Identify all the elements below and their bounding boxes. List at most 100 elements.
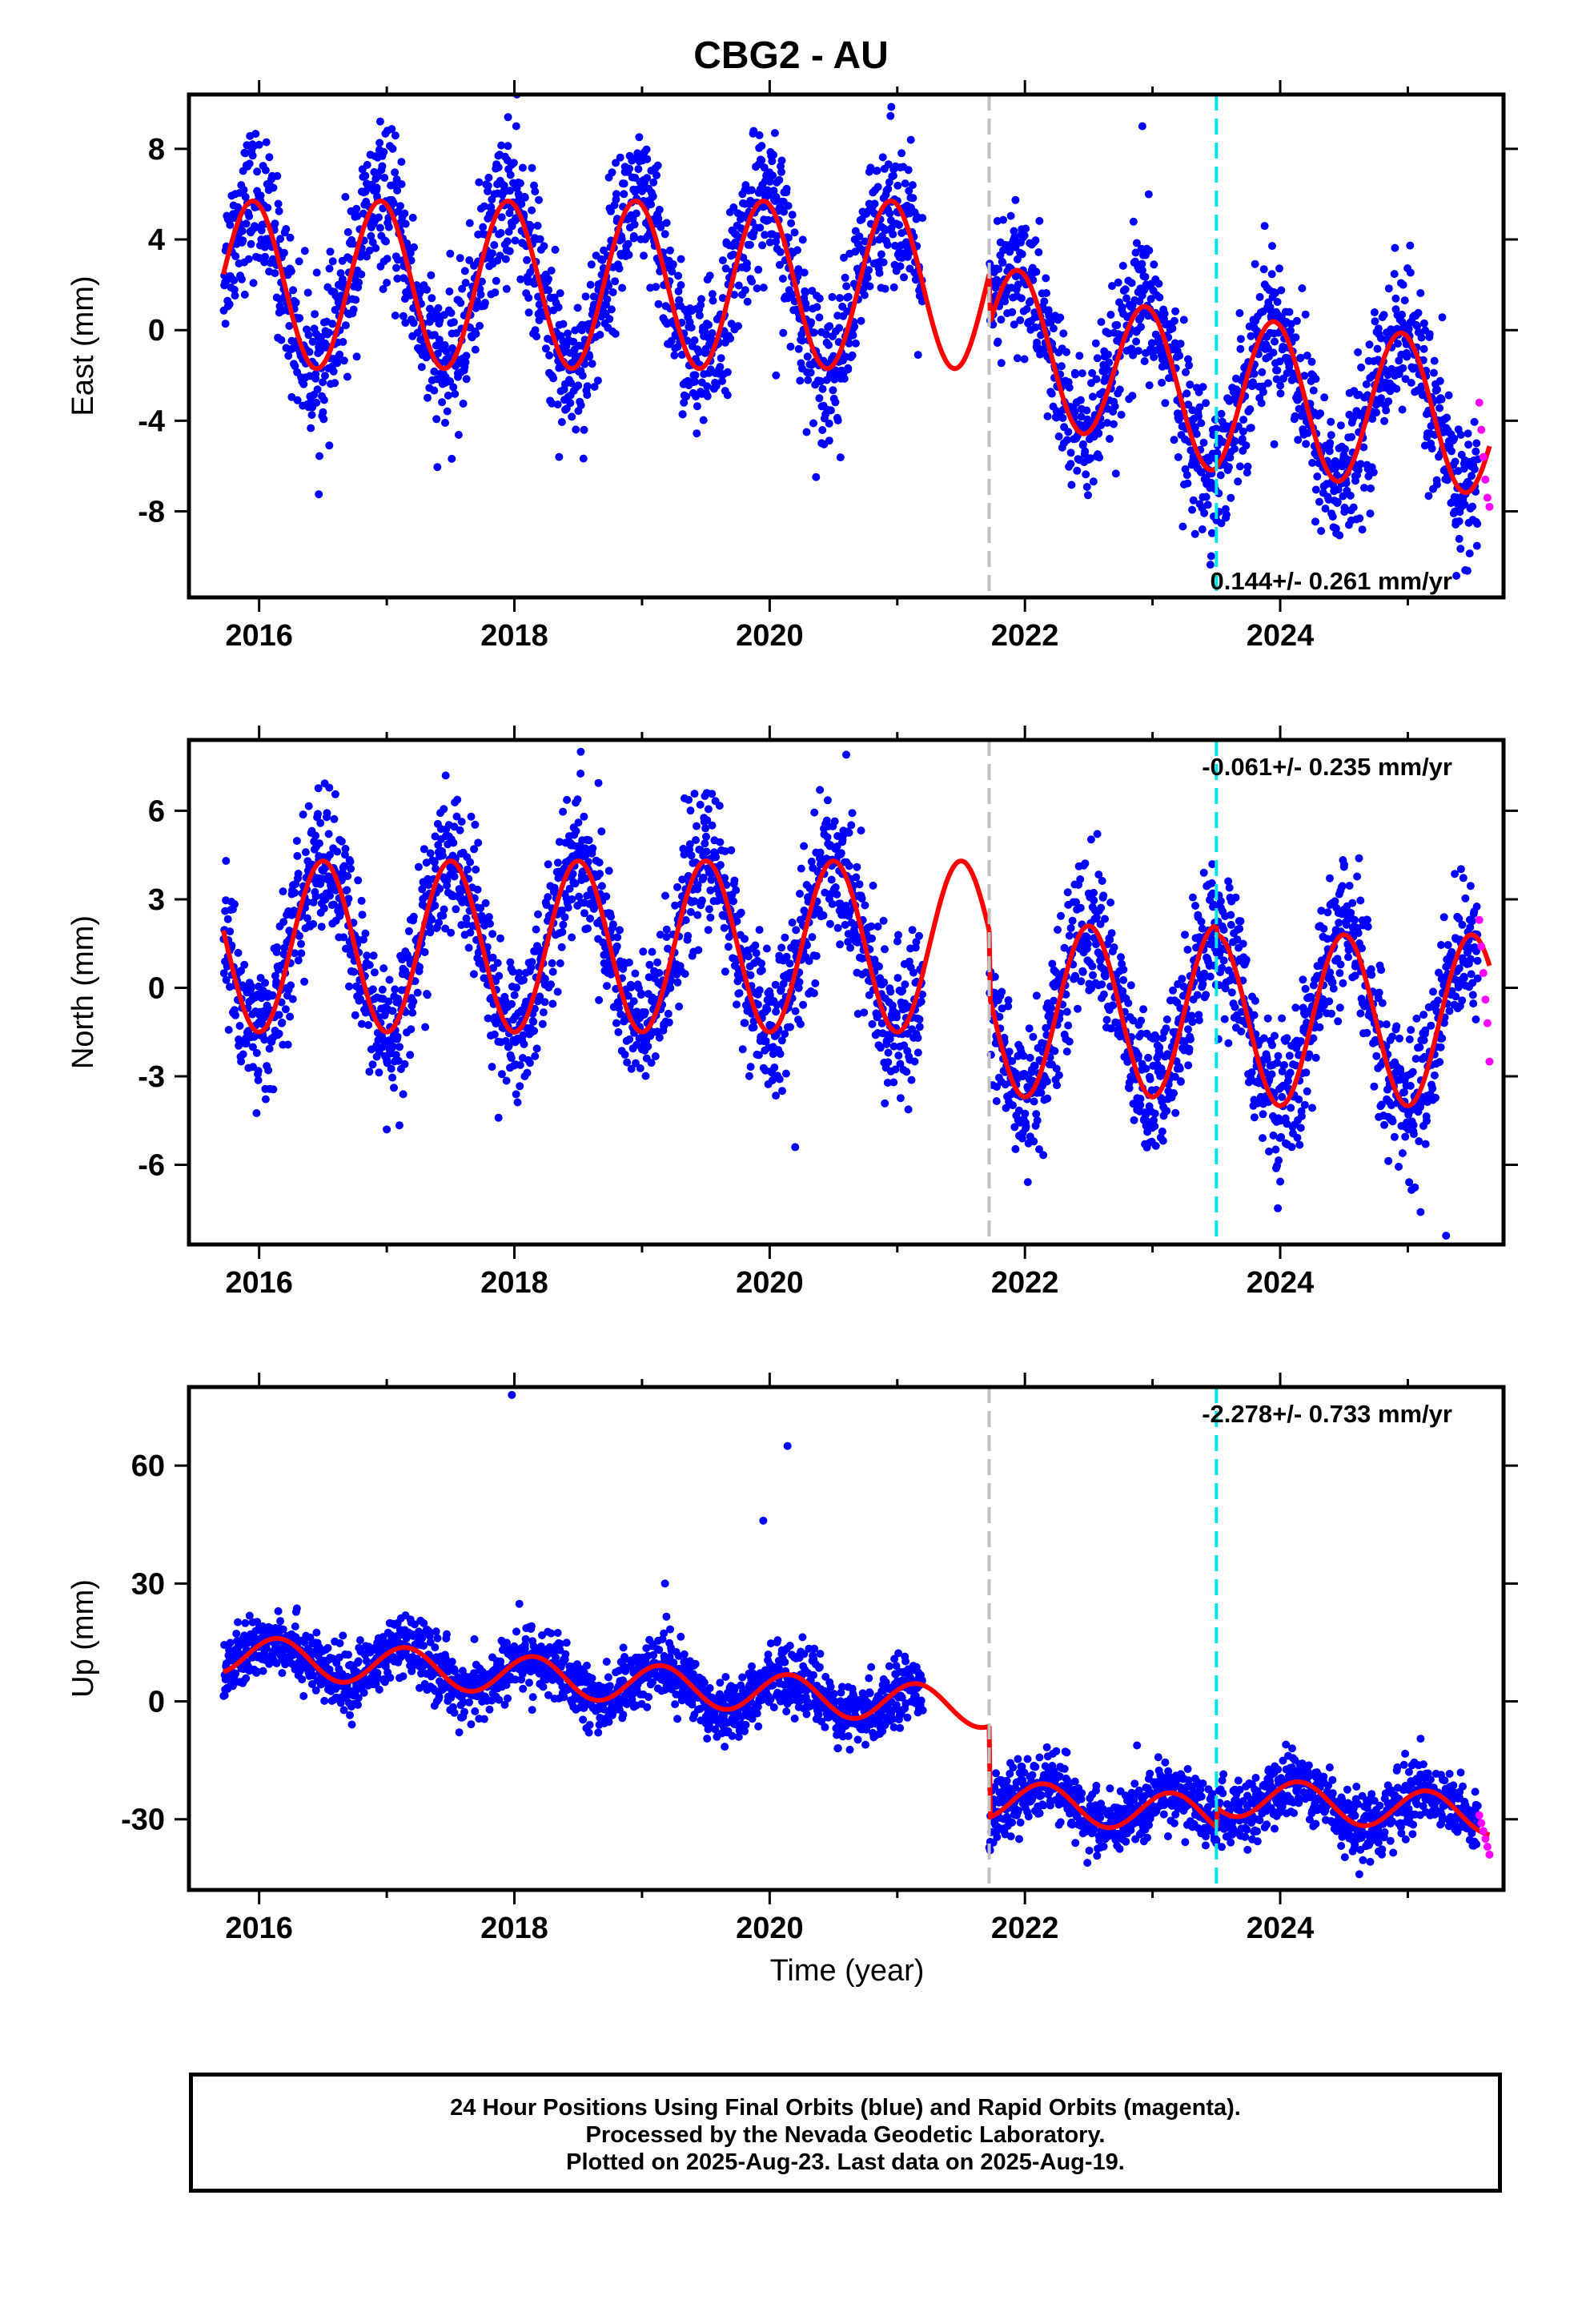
data-point — [1403, 352, 1411, 361]
data-point — [584, 836, 593, 845]
data-point — [248, 151, 257, 160]
data-point — [535, 316, 544, 324]
data-point — [1072, 898, 1080, 907]
data-point — [440, 905, 448, 914]
data-point — [541, 344, 550, 353]
data-point — [1106, 899, 1115, 907]
data-point — [343, 872, 352, 880]
data-point — [375, 1068, 383, 1077]
data-point — [825, 419, 833, 428]
data-point — [444, 724, 452, 732]
data-point — [291, 298, 300, 307]
data-point — [1365, 340, 1374, 349]
data-point — [597, 827, 606, 836]
data-point — [748, 277, 757, 286]
data-point — [1404, 324, 1413, 333]
data-point — [835, 324, 844, 332]
data-point — [1079, 440, 1087, 448]
data-point — [367, 231, 375, 240]
y-tick-label: 8 — [148, 133, 165, 167]
data-point — [548, 959, 556, 967]
data-point — [242, 219, 251, 228]
data-point — [878, 153, 887, 162]
data-point — [1118, 261, 1127, 270]
data-point — [788, 919, 797, 927]
data-point — [777, 1036, 786, 1045]
data-point — [516, 1061, 524, 1069]
data-point — [291, 888, 299, 897]
data-point — [531, 1051, 540, 1060]
data-point — [391, 131, 400, 140]
data-point — [427, 271, 436, 279]
data-point — [815, 313, 824, 322]
data-point — [273, 943, 281, 951]
data-point — [656, 223, 665, 231]
data-point — [1472, 447, 1480, 456]
data-point — [557, 943, 566, 951]
data-point — [699, 416, 708, 424]
data-point — [1049, 324, 1058, 333]
data-point — [1399, 280, 1407, 289]
data-point — [1021, 1109, 1030, 1118]
data-point — [1186, 446, 1195, 455]
data-point — [885, 209, 894, 218]
data-point — [1176, 340, 1185, 348]
data-point — [811, 979, 820, 987]
data-point — [612, 1019, 620, 1027]
data-point — [223, 915, 232, 923]
data-point — [845, 339, 853, 348]
data-point — [432, 864, 440, 873]
data-point — [1276, 381, 1285, 390]
data-point — [572, 826, 580, 835]
data-point — [249, 279, 258, 287]
data-point — [566, 399, 575, 408]
data-point — [775, 260, 784, 269]
data-point — [339, 338, 347, 346]
data-point — [273, 171, 282, 180]
data-point — [265, 153, 274, 162]
data-point — [1030, 1137, 1038, 1146]
data-point — [1020, 355, 1029, 364]
data-point — [1311, 485, 1320, 494]
x-tick-label: 2022 — [991, 619, 1059, 653]
data-point — [408, 1008, 417, 1017]
data-point — [1398, 310, 1406, 319]
data-point — [219, 969, 228, 978]
data-point — [356, 995, 365, 1003]
data-point — [769, 171, 777, 180]
data-point — [624, 251, 633, 259]
data-point — [1105, 358, 1114, 367]
data-point — [1004, 1002, 1013, 1011]
data-point — [492, 276, 500, 285]
data-point — [898, 987, 907, 995]
data-point — [739, 253, 748, 262]
data-point — [1391, 243, 1399, 252]
data-point — [1259, 265, 1268, 274]
data-point — [585, 352, 594, 361]
data-point — [497, 213, 506, 222]
data-point — [769, 187, 778, 195]
data-point — [733, 1000, 741, 1009]
data-point — [283, 1040, 292, 1049]
data-point — [476, 290, 485, 299]
data-point — [1093, 830, 1102, 838]
data-point — [393, 1032, 402, 1041]
y-axis-label: East (mm) — [66, 275, 100, 416]
data-point — [548, 999, 557, 1008]
data-point — [896, 262, 905, 271]
data-point — [293, 851, 302, 860]
data-point — [778, 1087, 786, 1096]
data-point — [440, 341, 449, 349]
data-point — [682, 392, 691, 401]
data-point — [1092, 939, 1101, 947]
data-point — [1026, 297, 1034, 306]
data-point — [757, 959, 766, 967]
data-point — [516, 275, 525, 283]
data-point — [502, 284, 511, 293]
data-point — [693, 402, 701, 411]
data-point — [1247, 332, 1255, 340]
data-point — [840, 253, 848, 262]
data-point — [745, 240, 754, 249]
data-point — [1129, 217, 1138, 226]
data-point — [387, 125, 396, 134]
